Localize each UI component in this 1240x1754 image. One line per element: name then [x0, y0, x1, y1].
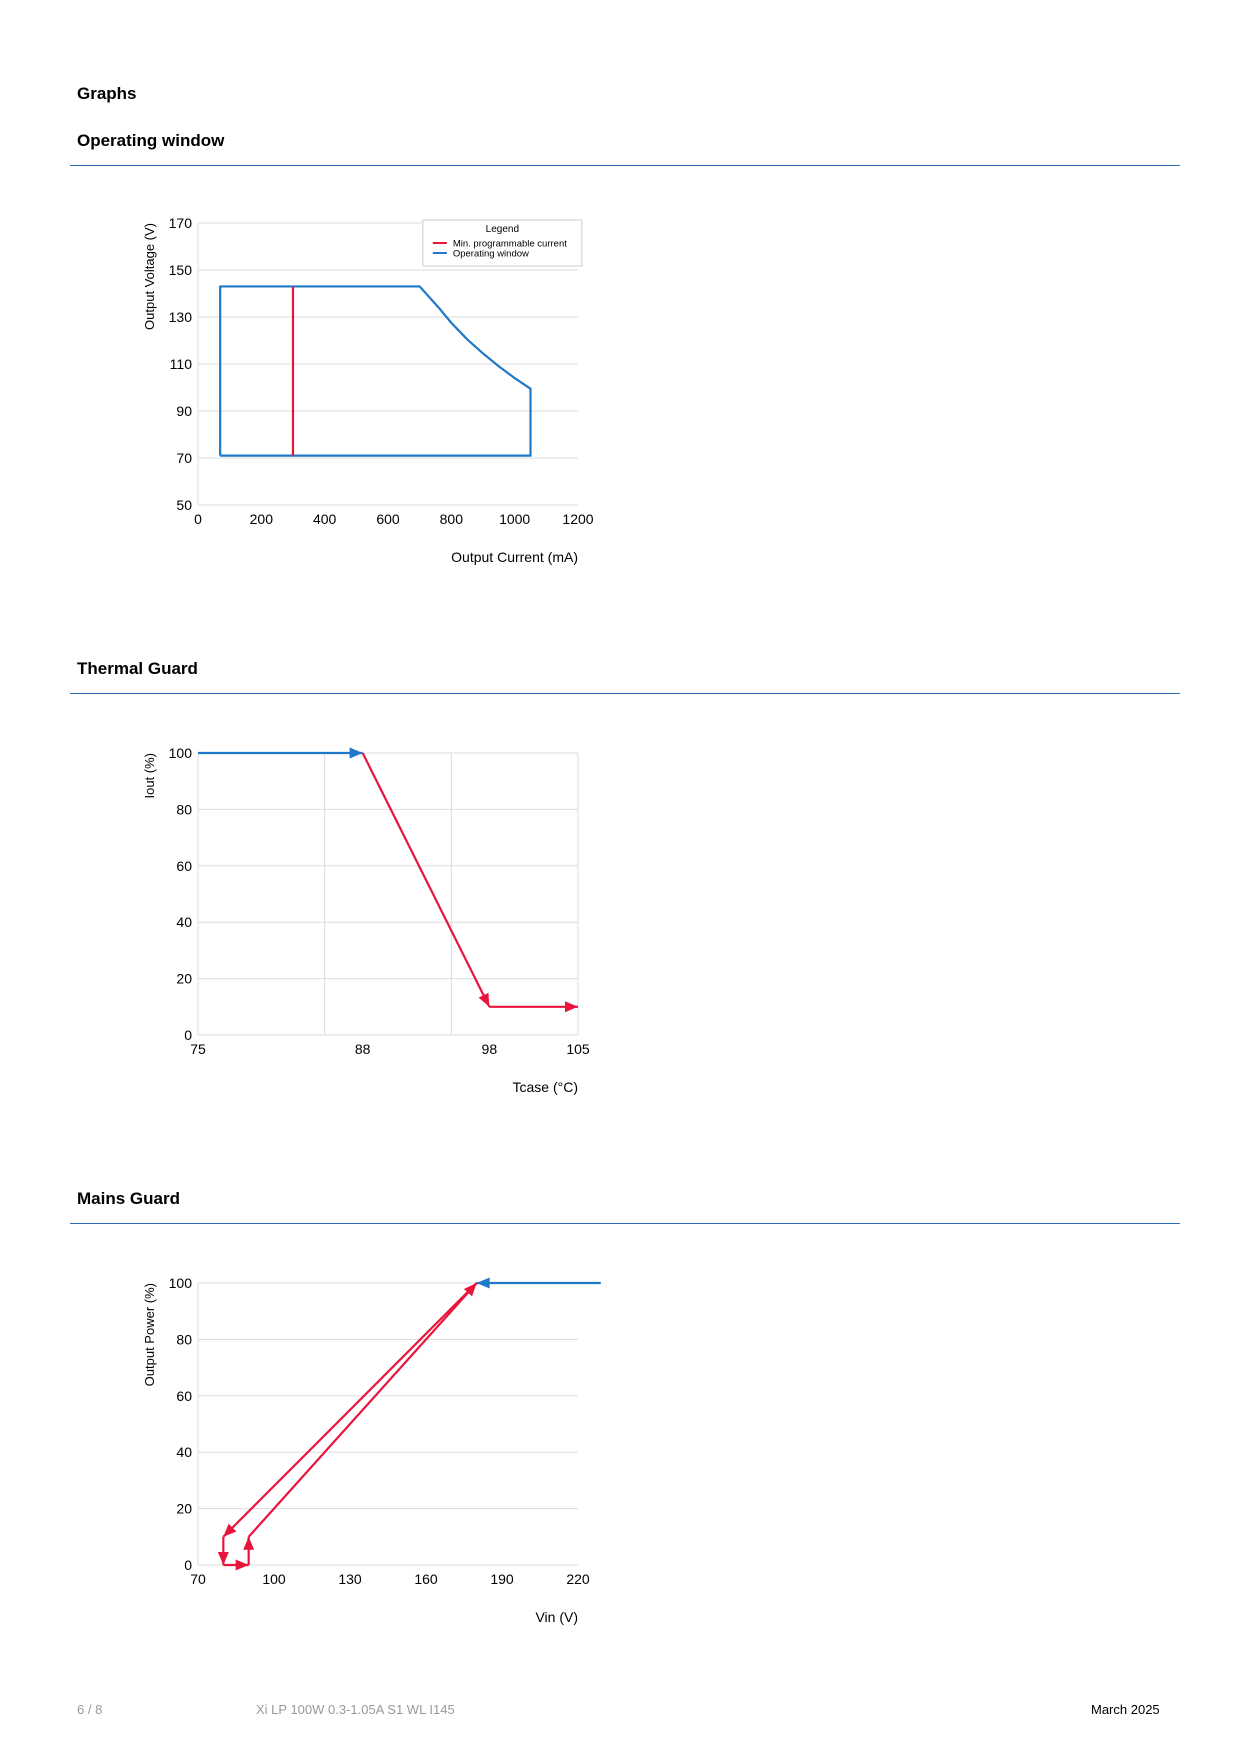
arrowhead-marker	[349, 747, 363, 759]
y-tick-label: 40	[176, 1444, 192, 1460]
arrowhead-marker	[463, 1283, 477, 1297]
x-tick-label: 100	[262, 1571, 286, 1587]
y-tick-label: 60	[176, 858, 192, 874]
series-line	[222, 1282, 478, 1538]
x-tick-label: 800	[440, 511, 464, 527]
arrowhead-marker	[243, 1536, 255, 1550]
x-axis-label: Output Current (mA)	[451, 549, 578, 565]
operating-window-heading: Operating window	[77, 131, 225, 150]
y-tick-label: 0	[184, 1557, 192, 1573]
footer-date: March 2025	[1091, 1702, 1160, 1717]
page-section-title: Graphs	[77, 84, 137, 103]
y-tick-label: 80	[176, 1331, 192, 1347]
y-tick-label: 110	[170, 356, 193, 372]
x-tick-label: 1200	[562, 511, 593, 527]
footer-page-number: 6 / 8	[77, 1702, 103, 1717]
series-line	[361, 752, 491, 1008]
y-tick-label: 20	[176, 1501, 192, 1517]
arrowhead-marker	[476, 1277, 490, 1289]
footer-product-name: Xi LP 100W 0.3-1.05A S1 WL I145	[256, 1702, 455, 1717]
plot-area: 50 70 90 110 130 150 170 0 200 400 600 800 1000 1200 O…	[142, 215, 594, 565]
legend-box	[422, 219, 583, 267]
mains-guard-divider	[70, 1223, 1180, 1224]
thermal-guard-chart: 0 20 40 60 80 100 75 88 98 105 Tcase (°C) Iout (%)	[142, 745, 590, 1095]
legend-label: Operating window	[453, 249, 529, 260]
x-axis-label: Tcase (°C)	[513, 1079, 579, 1095]
x-tick-label: 400	[313, 511, 337, 527]
x-tick-label: 105	[566, 1041, 590, 1057]
plot-area: 0 20 40 60 80 100 70 100 130 160 190 220 Vin (V) Outp…	[142, 1275, 601, 1625]
y-tick-label: 90	[176, 403, 192, 419]
y-tick-label: 170	[169, 215, 193, 231]
x-axis-label: Vin (V)	[535, 1609, 578, 1625]
x-tick-label: 190	[490, 1571, 514, 1587]
y-tick-label: 20	[176, 971, 192, 987]
chart-legend: Legend Min. programmable currentOperating…	[422, 219, 583, 267]
y-tick-label: 50	[176, 497, 192, 513]
operating-window-divider	[70, 165, 1180, 166]
operating-window-chart: 50 70 90 110 130 150 170 0 200 400 600 800 1000 1200 O…	[142, 215, 594, 565]
y-tick-label: 150	[169, 262, 193, 278]
arrowhead-marker	[223, 1523, 237, 1537]
arrowhead-marker	[217, 1552, 229, 1565]
x-tick-label: 0	[194, 511, 202, 527]
x-tick-label: 160	[414, 1571, 438, 1587]
x-tick-label: 220	[566, 1571, 590, 1587]
y-tick-label: 80	[176, 801, 192, 817]
arrowhead-marker	[478, 992, 490, 1007]
x-tick-label: 600	[376, 511, 400, 527]
arrowhead-marker	[565, 1001, 578, 1013]
y-tick-label: 70	[176, 450, 192, 466]
y-tick-label: 40	[176, 914, 192, 930]
operating-window-line	[219, 285, 532, 457]
x-tick-label: 70	[190, 1571, 206, 1587]
thermal-guard-heading: Thermal Guard	[77, 659, 198, 678]
y-tick-label: 60	[176, 1388, 192, 1404]
x-tick-label: 75	[190, 1041, 206, 1057]
legend-title: Legend	[486, 224, 519, 235]
x-tick-label: 88	[355, 1041, 371, 1057]
arrowhead-marker	[235, 1559, 249, 1571]
plot-area: 0 20 40 60 80 100 75 88 98 105 Tcase (°C) Iout (%)	[142, 745, 590, 1095]
y-axis-label: Iout (%)	[142, 753, 157, 799]
thermal-guard-divider	[70, 693, 1180, 694]
y-tick-label: 100	[169, 1275, 193, 1291]
mains-guard-heading: Mains Guard	[77, 1189, 180, 1208]
y-tick-label: 100	[169, 745, 193, 761]
x-tick-label: 98	[482, 1041, 498, 1057]
x-tick-label: 130	[338, 1571, 362, 1587]
x-tick-label: 1000	[499, 511, 530, 527]
y-axis-label: Output Voltage (V)	[142, 223, 157, 330]
legend-label: Min. programmable current	[453, 239, 567, 250]
y-tick-label: 130	[169, 309, 193, 325]
mains-guard-chart: 0 20 40 60 80 100 70 100 130 160 190 220 Vin (V) Outp…	[142, 1275, 601, 1625]
series-line	[247, 1282, 478, 1538]
x-tick-label: 200	[250, 511, 274, 527]
y-axis-label: Output Power (%)	[142, 1283, 157, 1386]
y-tick-label: 0	[184, 1027, 192, 1043]
